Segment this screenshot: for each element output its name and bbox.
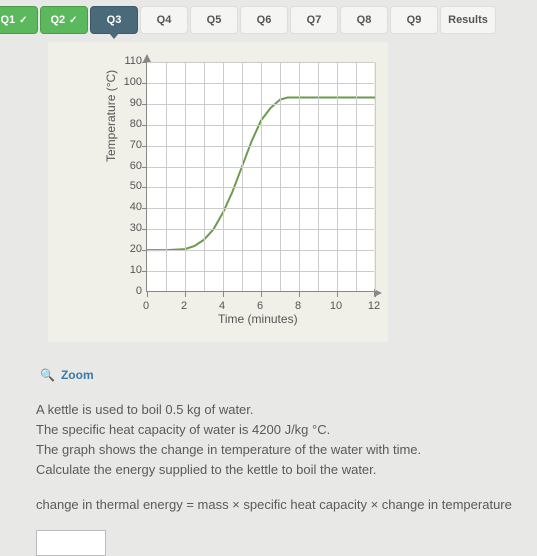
y-tick	[142, 271, 147, 272]
tab-results[interactable]: Results	[440, 6, 496, 34]
question-line: Calculate the energy supplied to the ket…	[36, 460, 537, 480]
y-tick-label: 70	[114, 139, 142, 151]
y-tick	[142, 104, 147, 105]
question-text: A kettle is used to boil 0.5 kg of water…	[36, 400, 537, 481]
y-tick-label: 40	[114, 201, 142, 213]
question-tabs: Q1✓Q2✓Q3Q4Q5Q6Q7Q8Q9Results	[0, 0, 537, 34]
x-tick	[299, 292, 300, 297]
tab-q6[interactable]: Q6	[240, 6, 288, 34]
y-tick-label: 50	[114, 180, 142, 192]
x-tick	[185, 292, 186, 297]
x-tick	[337, 292, 338, 297]
tab-q1[interactable]: Q1✓	[0, 6, 38, 34]
y-tick	[142, 208, 147, 209]
formula-text: change in thermal energy = mass × specif…	[36, 497, 537, 512]
y-tick	[142, 125, 147, 126]
plot-area	[146, 62, 374, 292]
x-tick-label: 10	[326, 300, 346, 312]
y-tick	[142, 250, 147, 251]
chart-panel: Temperature (°C) Time (minutes) 01020304…	[48, 42, 388, 342]
question-line: The graph shows the change in temperatur…	[36, 440, 537, 460]
gridline-v	[261, 62, 262, 291]
gridline-v	[375, 62, 376, 291]
answer-input[interactable]	[36, 530, 106, 556]
x-tick-label: 2	[174, 300, 194, 312]
gridline-v	[166, 62, 167, 291]
y-tick-label: 30	[114, 222, 142, 234]
y-tick	[142, 62, 147, 63]
tab-q5[interactable]: Q5	[190, 6, 238, 34]
gridline-v	[299, 62, 300, 291]
x-tick	[223, 292, 224, 297]
gridline-v	[356, 62, 357, 291]
gridline-v	[185, 62, 186, 291]
question-line: The specific heat capacity of water is 4…	[36, 420, 537, 440]
y-tick-label: 10	[114, 264, 142, 276]
y-tick-label: 100	[114, 76, 142, 88]
y-tick-label: 80	[114, 118, 142, 130]
zoom-label: Zoom	[61, 368, 94, 382]
x-tick	[261, 292, 262, 297]
y-axis-arrow	[143, 54, 151, 62]
y-tick	[142, 167, 147, 168]
tab-q3[interactable]: Q3	[90, 6, 138, 34]
gridline-v	[280, 62, 281, 291]
gridline-v	[337, 62, 338, 291]
tab-q9[interactable]: Q9	[390, 6, 438, 34]
y-tick-label: 0	[114, 285, 142, 297]
y-tick	[142, 83, 147, 84]
y-tick	[142, 229, 147, 230]
tab-q4[interactable]: Q4	[140, 6, 188, 34]
zoom-icon: 🔍	[40, 368, 55, 382]
question-line: A kettle is used to boil 0.5 kg of water…	[36, 400, 537, 420]
x-tick-label: 0	[136, 300, 156, 312]
tab-q2[interactable]: Q2✓	[40, 6, 88, 34]
y-tick-label: 20	[114, 243, 142, 255]
gridline-v	[242, 62, 243, 291]
x-tick-label: 12	[364, 300, 384, 312]
tab-q8[interactable]: Q8	[340, 6, 388, 34]
x-axis-title: Time (minutes)	[218, 312, 298, 326]
gridline-v	[204, 62, 205, 291]
y-tick	[142, 187, 147, 188]
zoom-button[interactable]: 🔍 Zoom	[40, 368, 537, 382]
y-tick-label: 60	[114, 160, 142, 172]
check-icon: ✓	[19, 15, 27, 26]
x-tick-label: 8	[288, 300, 308, 312]
gridline-v	[318, 62, 319, 291]
tab-q7[interactable]: Q7	[290, 6, 338, 34]
y-tick-label: 90	[114, 97, 142, 109]
y-tick-label: 110	[114, 55, 142, 67]
gridline-v	[223, 62, 224, 291]
x-tick	[147, 292, 148, 297]
y-tick	[142, 146, 147, 147]
x-tick-label: 6	[250, 300, 270, 312]
x-tick	[375, 292, 376, 297]
check-icon: ✓	[69, 15, 77, 26]
x-tick-label: 4	[212, 300, 232, 312]
